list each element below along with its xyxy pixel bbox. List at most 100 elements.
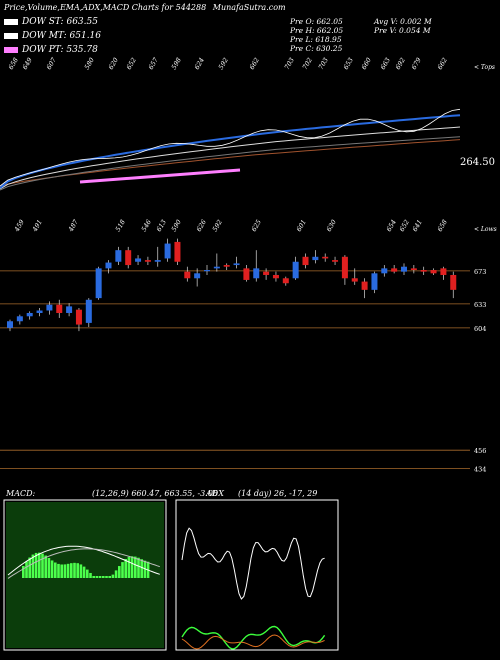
top-price-label: 624 bbox=[193, 56, 206, 71]
adx-line bbox=[181, 527, 325, 600]
macd-histogram-bar bbox=[121, 562, 124, 578]
macd-histogram-bar bbox=[31, 554, 35, 578]
prev-high: Pre H: 662.05 bbox=[290, 26, 344, 35]
legend-value: 663.55 bbox=[66, 17, 98, 27]
macd-histogram-bar bbox=[89, 572, 92, 578]
ema-fast-line bbox=[0, 126, 461, 190]
price-level-label: 456 bbox=[474, 447, 486, 455]
macd-histogram-bar bbox=[114, 570, 118, 578]
low-price-label: 487 bbox=[66, 218, 80, 234]
prev-low: Pre L: 618.95 bbox=[290, 35, 342, 44]
macd-histogram-bar bbox=[127, 557, 131, 578]
candle-body bbox=[253, 268, 260, 279]
top-price-label: 653 bbox=[342, 56, 355, 71]
candle-body bbox=[105, 262, 112, 269]
top-price-label: 663 bbox=[379, 56, 392, 71]
candle-body bbox=[292, 261, 299, 279]
macd-histogram-bar bbox=[102, 576, 105, 578]
top-price-label: 679 bbox=[410, 56, 423, 71]
low-price-label: 518 bbox=[114, 218, 127, 233]
low-price-label: 546 bbox=[140, 218, 153, 233]
macd-signal-line bbox=[7, 548, 160, 579]
adx-frame bbox=[175, 499, 339, 651]
ema-slow-line bbox=[0, 139, 461, 187]
top-price-label: 580 bbox=[83, 56, 96, 71]
macd-histogram-bar bbox=[60, 564, 63, 578]
candle-body bbox=[332, 260, 339, 262]
candle-body bbox=[154, 260, 161, 262]
legend-value: 535.78 bbox=[66, 45, 98, 55]
legend-label: DOW PT: bbox=[22, 45, 64, 55]
candle-body bbox=[450, 274, 457, 290]
candle-body bbox=[56, 304, 63, 313]
candle-body bbox=[85, 299, 92, 323]
ema-last-price: 264.50 bbox=[460, 157, 495, 168]
low-price-label: 459 bbox=[12, 218, 26, 234]
lows-label: < Lows bbox=[474, 226, 497, 233]
candle-body bbox=[322, 256, 329, 259]
top-price-label: 652 bbox=[125, 56, 138, 71]
macd-histogram-bar bbox=[22, 566, 25, 578]
price-level-label: 434 bbox=[474, 465, 486, 473]
macd-histogram-bar bbox=[105, 576, 108, 578]
legend-value: 651.16 bbox=[69, 31, 102, 41]
top-price-label: 592 bbox=[217, 56, 230, 71]
macd-line bbox=[7, 545, 160, 576]
candle-body bbox=[7, 321, 13, 328]
low-price-label: 641 bbox=[411, 218, 424, 233]
top-price-label: 692 bbox=[394, 56, 407, 71]
macd-histogram-bar bbox=[38, 552, 41, 578]
macd-title: MACD: bbox=[6, 489, 36, 498]
prev-open: Pre O: 662.05 bbox=[290, 17, 343, 26]
macd-histogram-bar bbox=[124, 558, 127, 578]
candle-body bbox=[194, 273, 201, 279]
top-price-label: 662 bbox=[436, 56, 449, 71]
top-price-label: 703 bbox=[283, 56, 296, 71]
legend-label: DOW ST: bbox=[22, 17, 64, 27]
macd-histogram-bar bbox=[41, 553, 44, 578]
candle-body bbox=[36, 310, 43, 313]
candle-body bbox=[243, 268, 250, 280]
candle-body bbox=[174, 241, 181, 262]
candle-body bbox=[391, 268, 398, 272]
macd-histogram-bar bbox=[86, 569, 89, 578]
macd-params: (12,26,9) 660.47, 663.55, -3.08 bbox=[92, 489, 218, 498]
price-close-line bbox=[0, 108, 461, 187]
price-level-label: 633 bbox=[474, 301, 486, 309]
candle-body bbox=[420, 270, 427, 272]
legend-label: DOW MT: bbox=[22, 31, 67, 41]
top-price-label: 662 bbox=[248, 56, 261, 71]
dow-pt-band bbox=[79, 168, 241, 184]
candle-body bbox=[351, 278, 358, 282]
candle-body bbox=[430, 270, 437, 274]
adx-title: ADX bbox=[206, 489, 224, 498]
top-price-label: 657 bbox=[147, 56, 161, 71]
candle-body bbox=[135, 258, 142, 262]
prev-volume: Pre V: 0.054 M bbox=[374, 26, 431, 35]
macd-histogram-bar bbox=[98, 576, 102, 578]
low-price-label: 601 bbox=[295, 218, 308, 233]
adx-plus-di-line bbox=[181, 625, 326, 650]
macd-histogram-bar bbox=[47, 557, 51, 578]
macd-histogram-bar bbox=[57, 563, 60, 578]
macd-histogram-bar bbox=[134, 556, 137, 578]
macd-histogram-bar bbox=[54, 562, 57, 578]
low-price-label: 491 bbox=[30, 218, 44, 234]
candle-body bbox=[440, 268, 447, 275]
avg-volume: Avg V: 0.002 M bbox=[374, 17, 432, 26]
low-price-label: 626 bbox=[195, 218, 208, 233]
candle-body bbox=[302, 256, 309, 266]
prev-close: Pre C: 630.25 bbox=[290, 44, 343, 53]
candle-body bbox=[410, 268, 417, 271]
low-price-label: 613 bbox=[155, 218, 168, 233]
legend-dow-pt: DOW PT: 535.78 bbox=[4, 45, 98, 55]
macd-histogram-bar bbox=[66, 563, 70, 578]
legend-swatch-icon bbox=[4, 33, 18, 39]
candle-body bbox=[263, 271, 270, 275]
legend-dow-st: DOW ST: 663.55 bbox=[4, 17, 98, 27]
low-price-label: 592 bbox=[211, 218, 224, 233]
macd-histogram-bar bbox=[108, 576, 111, 578]
top-price-label: 660 bbox=[360, 56, 373, 71]
adx-params: (14 day) 26, -17, 29 bbox=[238, 489, 318, 498]
